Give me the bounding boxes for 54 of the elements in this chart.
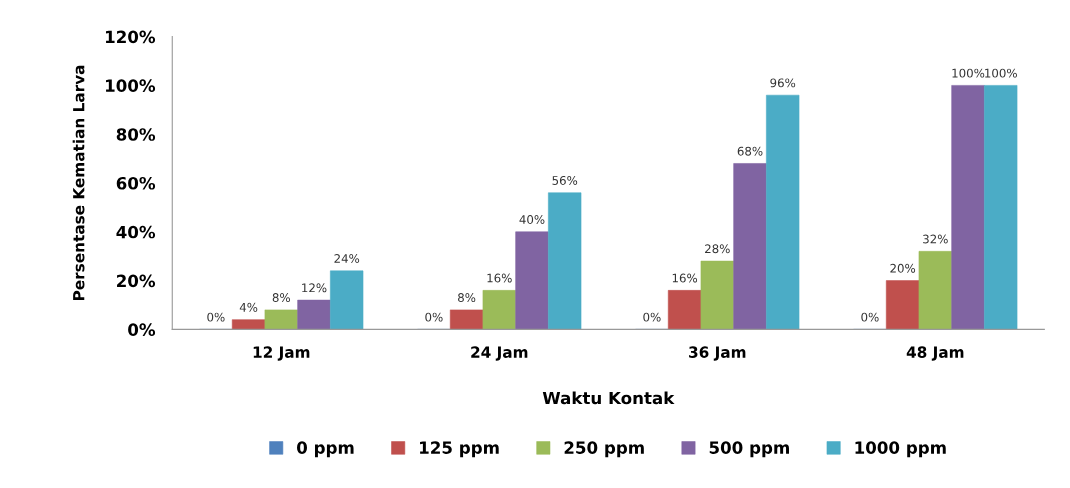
x-tick-label: 12 Jam: [253, 346, 310, 361]
data-label: 100%: [985, 68, 1017, 78]
data-label: 8%: [272, 293, 290, 303]
legend-label: 1000 ppm: [855, 441, 946, 458]
bar: [264, 309, 298, 330]
bar: [951, 85, 985, 330]
data-label: 16%: [672, 273, 698, 283]
bar: [766, 94, 800, 330]
y-tick-label: 0%: [128, 323, 156, 336]
bar: [231, 319, 266, 330]
bar: [548, 192, 582, 330]
bar: [700, 260, 734, 330]
bar: [984, 85, 1018, 330]
data-label: 100%: [952, 68, 985, 78]
data-label: 0%: [643, 312, 661, 322]
bar: [297, 299, 331, 330]
data-label: 8%: [458, 293, 476, 303]
data-label: 28%: [705, 244, 730, 254]
data-label: 12%: [302, 283, 327, 293]
data-label: 0%: [425, 312, 443, 322]
x-tick-label: 24 Jam: [471, 346, 528, 361]
legend-label: 500 ppm: [709, 441, 789, 458]
data-label: 96%: [770, 78, 796, 88]
y-tick-label: 20%: [117, 274, 156, 288]
x-axis-title: Waktu Kontak: [542, 391, 675, 405]
data-label: 20%: [890, 263, 916, 273]
y-tick-label: 60%: [116, 176, 156, 190]
data-label: 40%: [519, 215, 545, 224]
data-label: 4%: [239, 302, 258, 312]
data-label: 32%: [923, 234, 948, 244]
data-label: 68%: [737, 146, 763, 156]
y-tick-label: 100%: [105, 79, 156, 92]
y-tick-label: 120%: [105, 30, 156, 44]
bar: [918, 251, 952, 330]
x-tick-label: 36 Jam: [689, 346, 746, 361]
bar: [515, 231, 549, 330]
data-label: 16%: [487, 273, 512, 283]
bar: [885, 280, 920, 330]
data-label: 0%: [861, 312, 879, 322]
data-label: 56%: [552, 175, 578, 185]
x-tick-label: 48 Jam: [906, 346, 964, 361]
bar: [667, 290, 702, 330]
data-label: 0%: [207, 312, 225, 322]
legend-label: 0 ppm: [297, 441, 354, 458]
legend-label: 125 ppm: [420, 441, 499, 458]
y-axis-title: Persentase Kematian Larva: [72, 65, 85, 301]
bar: [330, 270, 364, 330]
bar: [449, 309, 484, 330]
bar: [482, 290, 516, 330]
data-label: 24%: [334, 254, 360, 263]
legend-label: 250 ppm: [564, 441, 644, 458]
bar: [733, 163, 767, 330]
y-tick-label: 40%: [116, 225, 156, 239]
y-tick-label: 80%: [116, 128, 156, 141]
